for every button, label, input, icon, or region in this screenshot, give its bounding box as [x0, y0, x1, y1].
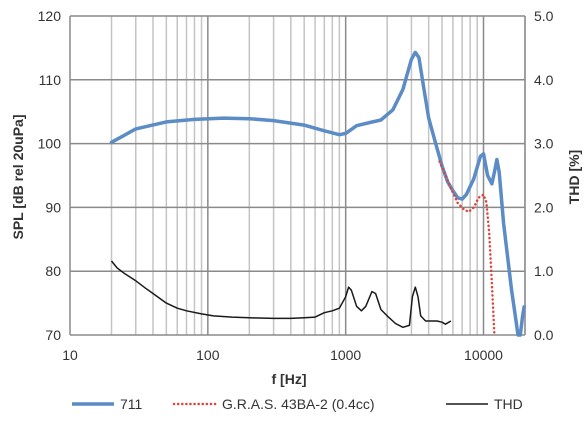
- y2-tick-label: 3.0: [534, 136, 554, 152]
- y2-tick-label: 2.0: [534, 199, 554, 215]
- legend-label: G.R.A.S. 43BA-2 (0.4cc): [222, 396, 375, 412]
- legend-label: THD: [494, 396, 523, 412]
- grid: [69, 15, 526, 336]
- y-tick-label: 70: [45, 327, 61, 343]
- y2-tick-label: 4.0: [534, 72, 554, 88]
- y2-tick-label: 5.0: [534, 8, 554, 24]
- series-line-711: [109, 50, 526, 337]
- y2-tick-label: 0.0: [534, 327, 554, 343]
- y-tick-label: 110: [39, 72, 62, 88]
- y2-axis-title: THD [%]: [566, 150, 582, 204]
- x-tick-label: 10: [62, 347, 78, 363]
- legend-label: 711: [120, 396, 143, 412]
- x-tick-label: 10000: [464, 347, 503, 363]
- y2-tick-label: 1.0: [534, 263, 554, 279]
- y-tick-label: 80: [45, 263, 61, 279]
- plot-area: [109, 50, 526, 337]
- y-tick-label: 90: [45, 199, 61, 215]
- y-axis-title: SPL [dB rel 20uPa]: [10, 114, 26, 239]
- legend: 711 G.R.A.S. 43BA-2 (0.4cc) THD: [72, 396, 523, 412]
- x-tick-label: 1000: [330, 347, 361, 363]
- x-axis-title: f [Hz]: [272, 371, 307, 387]
- tick-labels: 10 100 1000 10000 70 80 90 100 110 120 0.0 1.0 2.0 3.…: [38, 8, 554, 363]
- y-tick-label: 100: [38, 136, 62, 152]
- series-line-thd: [110, 260, 452, 329]
- x-tick-label: 100: [196, 347, 220, 363]
- y-tick-label: 120: [38, 8, 62, 24]
- series-line-g-r-a-s-43ba-2-0-4cc: [438, 160, 496, 337]
